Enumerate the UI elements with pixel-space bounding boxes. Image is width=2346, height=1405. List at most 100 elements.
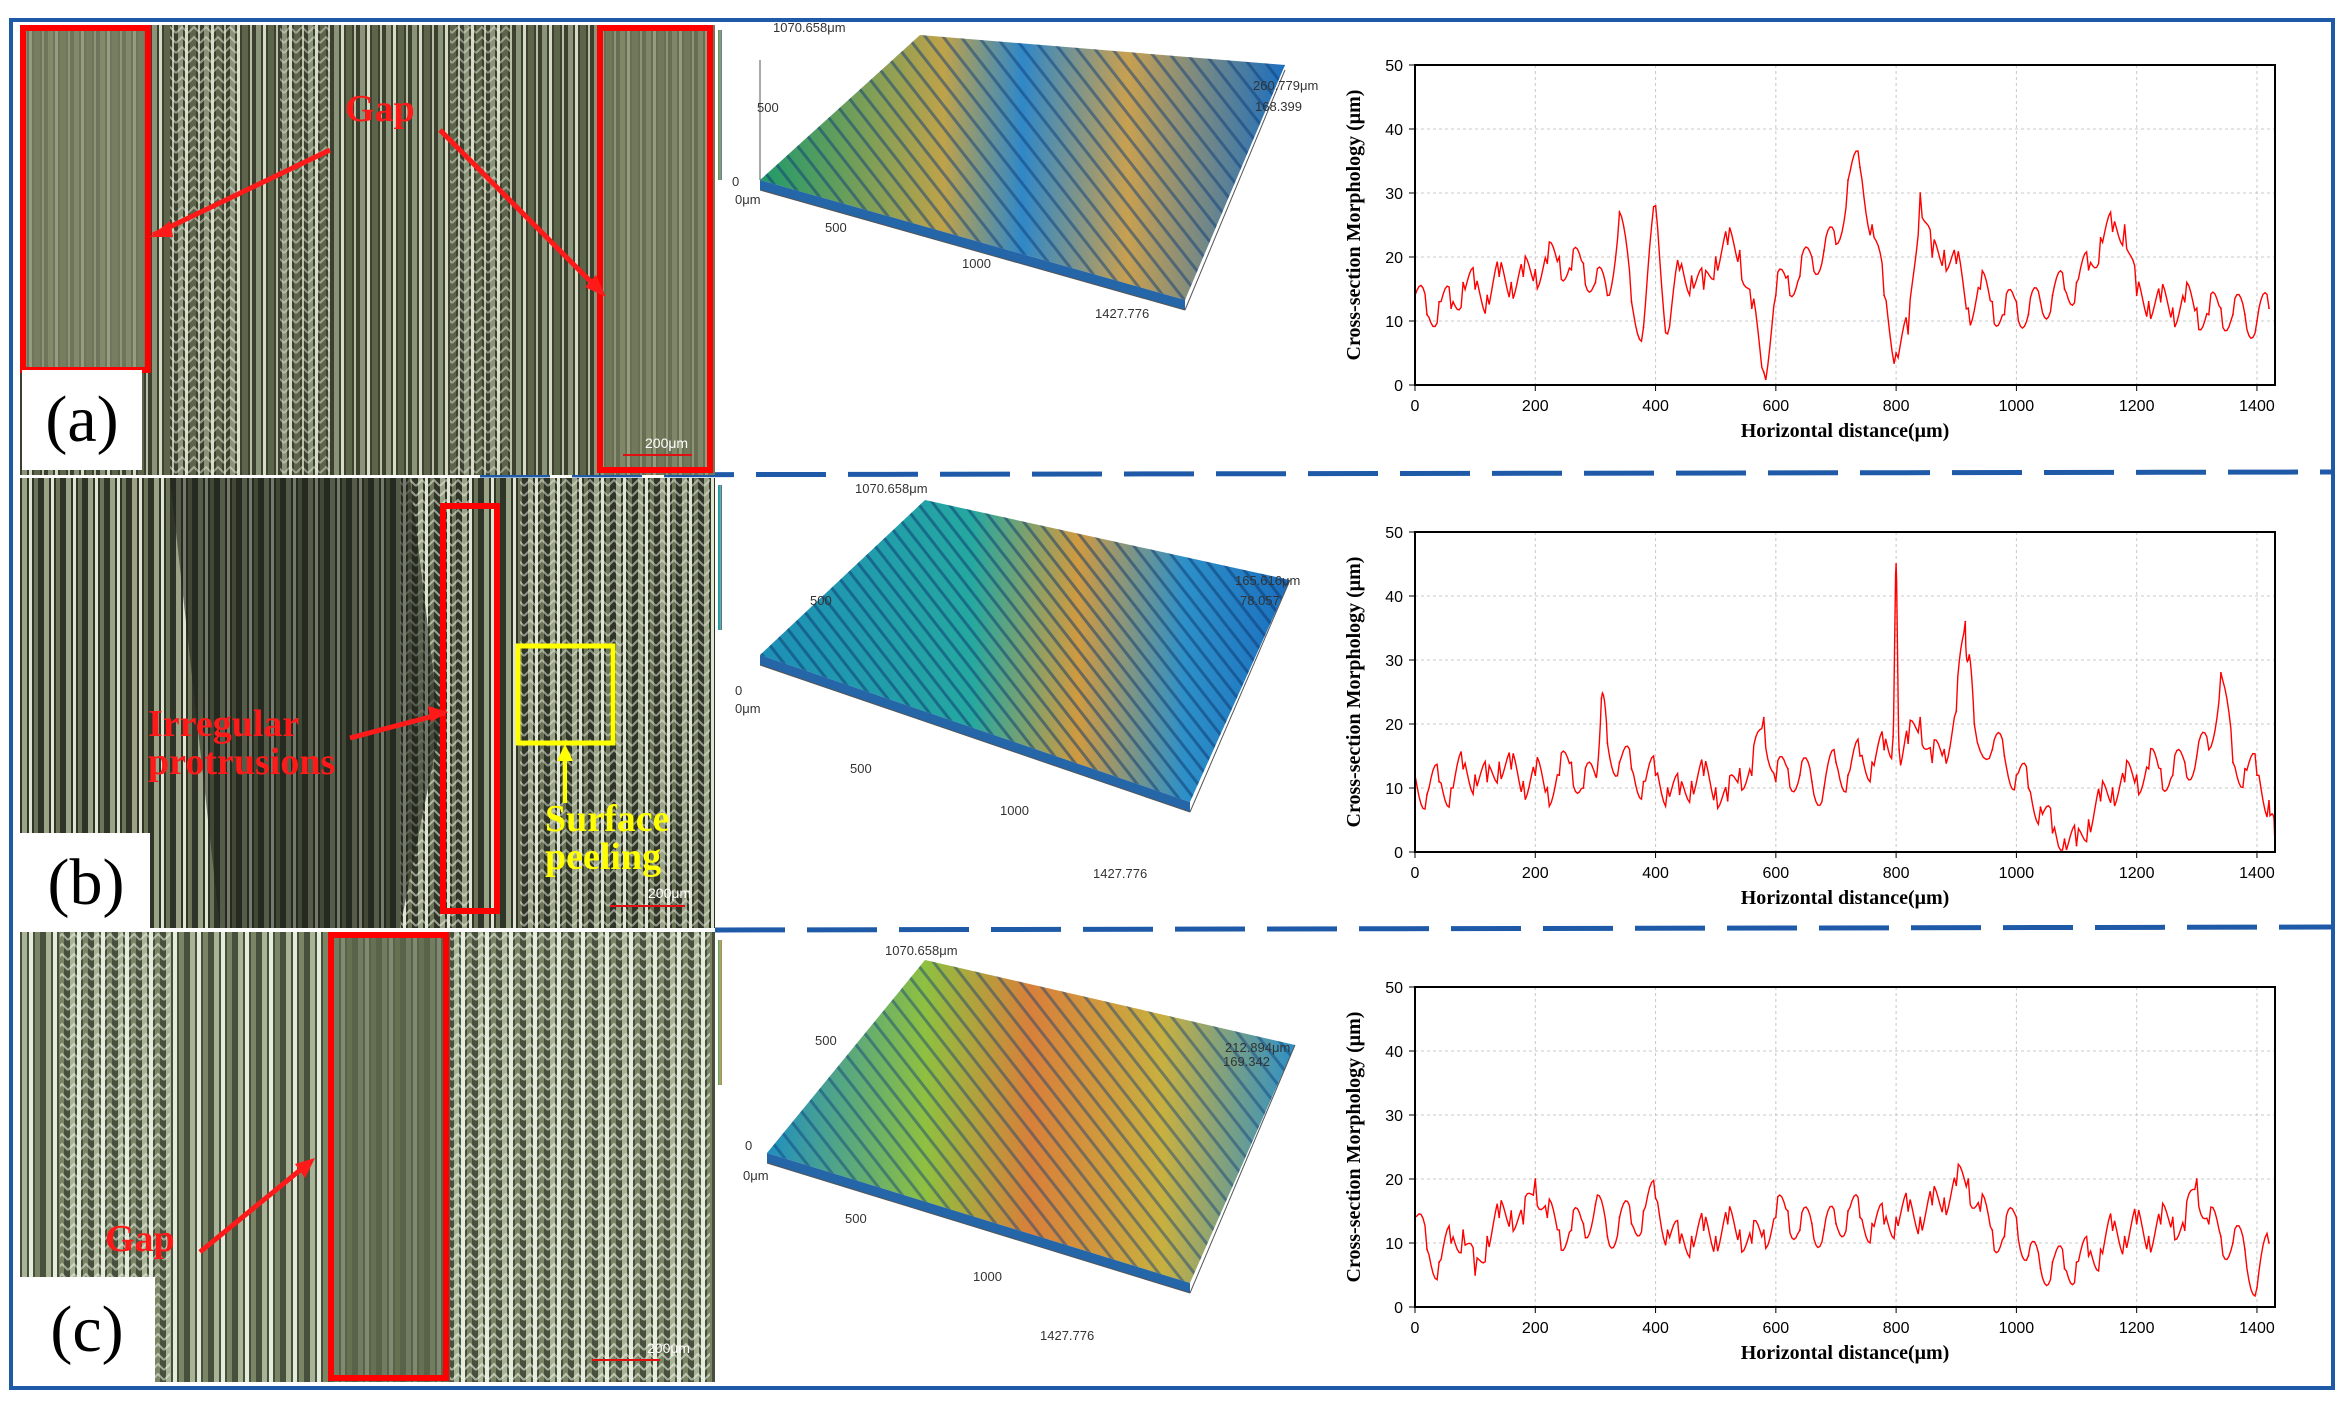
x-tick-label: 400 bbox=[1642, 865, 1669, 882]
data-point bbox=[2111, 230, 2114, 233]
y-tick-label: 40 bbox=[1385, 589, 1403, 606]
data-point bbox=[2183, 300, 2186, 303]
data-point bbox=[1973, 723, 1976, 725]
data-point bbox=[2232, 761, 2234, 764]
data-point bbox=[2111, 1229, 2114, 1232]
data-point bbox=[2003, 313, 2006, 316]
data-point bbox=[2268, 1242, 2270, 1244]
y-axis-title: Cross-section Morphology (μm) bbox=[1343, 557, 1365, 828]
data-point bbox=[2207, 313, 2210, 316]
data-point bbox=[2087, 1254, 2090, 1257]
data-point bbox=[2219, 671, 2222, 674]
data-point bbox=[1847, 179, 1849, 182]
data-point bbox=[1774, 780, 1777, 783]
data-point bbox=[1943, 748, 1946, 751]
data-point bbox=[1871, 224, 1873, 226]
data-point bbox=[2171, 307, 2174, 310]
data-point bbox=[1498, 275, 1501, 278]
x-tick-label: 0 bbox=[1411, 865, 1420, 882]
panel-label-a: (a) bbox=[22, 370, 142, 470]
data-point bbox=[1964, 620, 1967, 623]
data-point bbox=[1774, 294, 1777, 297]
data-point bbox=[2027, 313, 2030, 316]
data-point bbox=[1546, 262, 1549, 265]
y-tick-label: 20 bbox=[1385, 717, 1403, 734]
x-tick-label: 600 bbox=[1762, 865, 1789, 882]
data-point bbox=[1486, 294, 1489, 297]
x-tick-label: 800 bbox=[1883, 865, 1910, 882]
topo-b-y-mid: 500 bbox=[810, 593, 832, 608]
data-point bbox=[1955, 710, 1958, 713]
data-point bbox=[1726, 799, 1729, 802]
data-point bbox=[1474, 1274, 1477, 1276]
topo-c-y-zero: 0 bbox=[745, 1138, 752, 1153]
data-point bbox=[1594, 281, 1597, 284]
data-point bbox=[1510, 767, 1513, 770]
data-point bbox=[1811, 780, 1813, 783]
data-point bbox=[1534, 268, 1537, 271]
topo-c-x-start: 0μm bbox=[743, 1168, 769, 1183]
data-point bbox=[1786, 275, 1789, 278]
data-point bbox=[1450, 307, 1452, 310]
topo-b-x-mid1: 500 bbox=[850, 761, 872, 776]
data-point bbox=[1774, 1216, 1777, 1219]
data-point bbox=[1786, 767, 1789, 770]
data-point bbox=[1666, 787, 1669, 789]
data-point bbox=[1618, 761, 1621, 764]
data-point bbox=[2015, 300, 2018, 303]
data-point bbox=[2159, 300, 2162, 303]
data-point bbox=[2135, 774, 2138, 777]
data-point bbox=[2075, 281, 2078, 284]
data-point bbox=[1714, 256, 1717, 258]
topo-b-y-zero: 0 bbox=[735, 683, 742, 698]
y-axis-title: Cross-section Morphology (μm) bbox=[1343, 90, 1365, 361]
y-tick-label: 10 bbox=[1385, 781, 1403, 798]
data-point bbox=[1690, 780, 1693, 783]
scale-bar-b: 200μm bbox=[648, 885, 692, 901]
data-point bbox=[1666, 1229, 1669, 1232]
data-point bbox=[1642, 780, 1645, 783]
data-point bbox=[1823, 787, 1825, 789]
data-point bbox=[2268, 307, 2270, 310]
data-point bbox=[1907, 742, 1910, 745]
data-point bbox=[1558, 1229, 1561, 1232]
topo-b-y-top: 1070.658μm bbox=[855, 481, 928, 496]
y-tick-label: 40 bbox=[1385, 122, 1403, 139]
data-point bbox=[1738, 1229, 1741, 1232]
data-point bbox=[1798, 774, 1801, 777]
data-point bbox=[2207, 748, 2210, 751]
data-point bbox=[2123, 224, 2126, 226]
data-point bbox=[2256, 1286, 2258, 1289]
x-tick-label: 1000 bbox=[1999, 398, 2035, 415]
data-point bbox=[2147, 300, 2150, 303]
x-tick-label: 800 bbox=[1883, 1320, 1910, 1337]
profile-line-series bbox=[1414, 563, 2276, 851]
data-point bbox=[1678, 268, 1681, 271]
topo-c-z-max: 212.894μm bbox=[1225, 1040, 1290, 1055]
topo-c-y-mid: 500 bbox=[815, 1033, 837, 1048]
annotation-gap-c: Gap bbox=[105, 1218, 175, 1260]
data-point bbox=[1642, 326, 1645, 329]
data-point bbox=[1892, 735, 1895, 738]
data-point bbox=[2171, 1216, 2174, 1219]
topo-c-x-mid2: 1000 bbox=[973, 1269, 1002, 1284]
data-point bbox=[1570, 268, 1573, 271]
data-point bbox=[1474, 288, 1477, 290]
data-point bbox=[1498, 761, 1501, 764]
x-tick-label: 1000 bbox=[1999, 865, 2035, 882]
x-tick-label: 400 bbox=[1642, 398, 1669, 415]
data-point bbox=[2039, 1267, 2042, 1270]
data-point bbox=[1582, 262, 1585, 265]
data-point bbox=[1678, 1242, 1681, 1244]
data-point bbox=[1474, 774, 1477, 777]
data-point bbox=[1618, 1216, 1621, 1219]
data-point bbox=[1967, 307, 1970, 310]
plot-area-border bbox=[1414, 986, 2276, 1308]
data-point bbox=[1991, 1229, 1994, 1232]
y-tick-label: 50 bbox=[1385, 58, 1403, 75]
x-tick-label: 1200 bbox=[2119, 1320, 2155, 1337]
data-point bbox=[1859, 1216, 1861, 1219]
x-tick-label: 200 bbox=[1522, 1320, 1549, 1337]
data-point bbox=[1714, 787, 1717, 789]
data-point bbox=[1450, 1242, 1452, 1244]
